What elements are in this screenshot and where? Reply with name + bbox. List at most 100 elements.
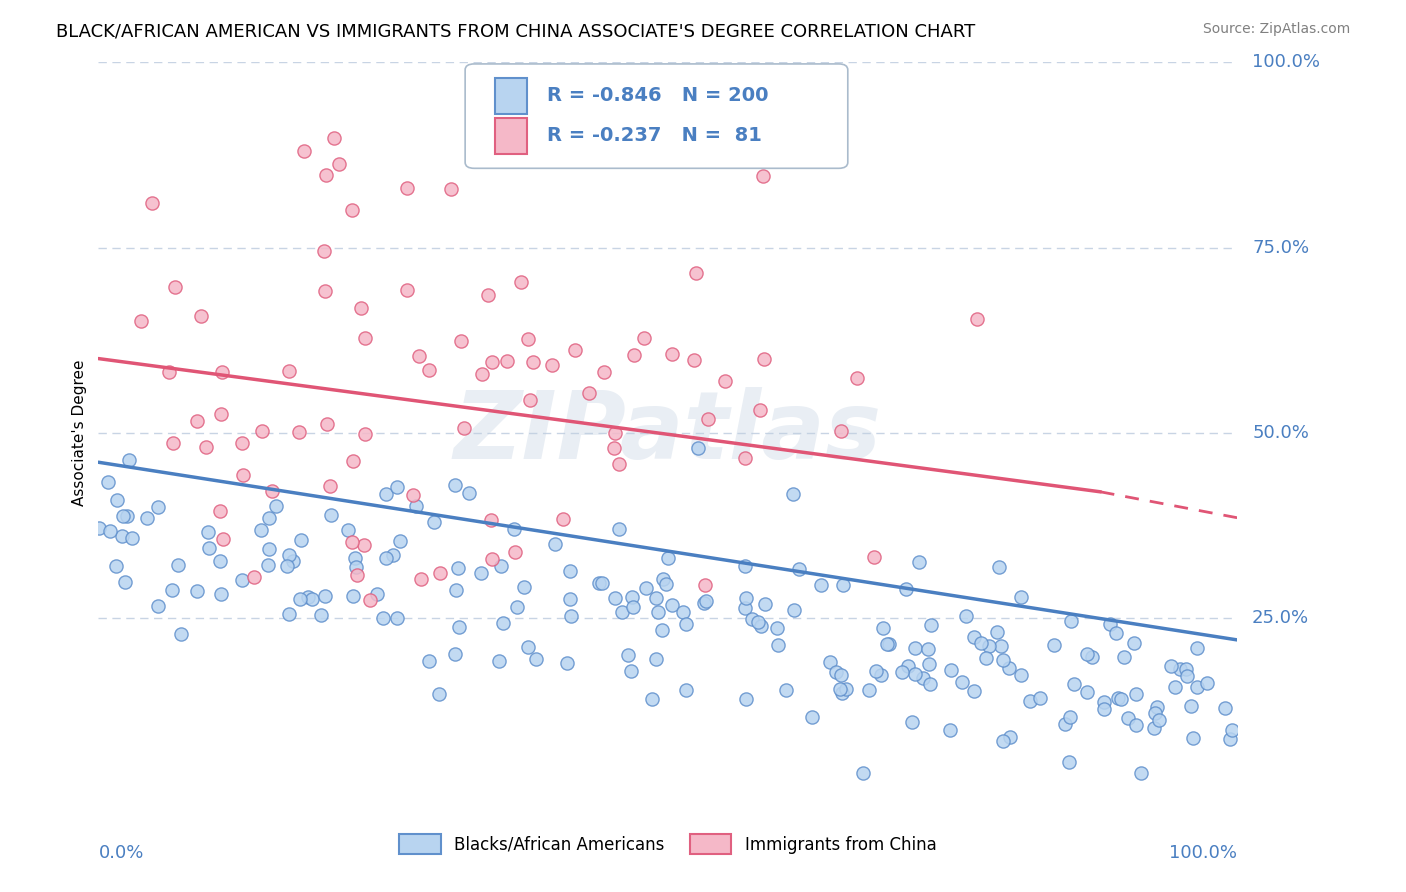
Point	[920, 618, 942, 632]
Point	[375, 487, 398, 501]
Point	[354, 330, 377, 344]
Point	[747, 615, 769, 629]
Point	[963, 683, 986, 698]
Point	[374, 551, 396, 566]
Point	[970, 636, 993, 650]
Point	[257, 558, 280, 573]
Point	[783, 603, 806, 617]
Point	[633, 331, 655, 345]
Text: R = -0.846   N = 200: R = -0.846 N = 200	[547, 87, 769, 105]
Point	[1195, 675, 1218, 690]
Point	[1010, 668, 1032, 682]
Point	[444, 582, 467, 597]
Point	[830, 667, 852, 681]
Point	[693, 578, 716, 592]
Point	[450, 334, 472, 348]
Point	[675, 617, 697, 632]
Point	[209, 587, 232, 601]
Point	[479, 513, 502, 527]
Point	[209, 407, 232, 421]
Point	[616, 648, 638, 662]
Point	[495, 353, 517, 368]
Point	[657, 551, 679, 566]
Point	[901, 714, 924, 729]
Point	[685, 266, 707, 280]
Point	[114, 574, 136, 589]
Point	[831, 686, 853, 700]
Point	[1185, 641, 1208, 656]
Point	[1125, 717, 1147, 731]
Point	[1174, 662, 1197, 676]
Point	[963, 630, 986, 644]
Point	[695, 594, 717, 608]
Point	[852, 766, 875, 780]
Point	[315, 417, 337, 432]
Point	[621, 599, 644, 614]
Text: 0.0%: 0.0%	[98, 844, 143, 862]
Point	[385, 611, 408, 625]
Point	[408, 349, 430, 363]
Point	[208, 504, 231, 518]
Point	[510, 275, 533, 289]
Point	[1129, 766, 1152, 780]
Point	[98, 524, 121, 538]
Point	[146, 500, 169, 514]
Point	[169, 627, 191, 641]
Point	[1112, 650, 1135, 665]
Point	[231, 436, 253, 450]
Point	[346, 568, 368, 582]
Point	[1104, 626, 1126, 640]
Point	[1122, 636, 1144, 650]
Point	[197, 525, 219, 540]
Point	[344, 550, 367, 565]
Point	[1219, 731, 1241, 746]
Point	[447, 560, 470, 574]
Point	[697, 412, 720, 426]
Point	[830, 424, 852, 438]
Point	[146, 599, 169, 614]
Point	[315, 168, 337, 182]
Point	[1164, 681, 1187, 695]
Point	[342, 589, 364, 603]
Point	[941, 663, 963, 677]
Point	[278, 607, 301, 622]
Point	[713, 375, 735, 389]
Point	[1144, 706, 1167, 720]
Y-axis label: Associate's Degree: Associate's Degree	[72, 359, 87, 506]
Point	[645, 591, 668, 606]
Point	[1060, 614, 1083, 628]
Point	[481, 551, 503, 566]
Point	[990, 640, 1012, 654]
Point	[966, 311, 988, 326]
Point	[290, 533, 312, 548]
Point	[492, 616, 515, 631]
Point	[87, 521, 110, 535]
Point	[645, 652, 668, 666]
Point	[395, 181, 418, 195]
Point	[440, 181, 463, 195]
Point	[112, 508, 135, 523]
Point	[1019, 693, 1042, 707]
Point	[301, 592, 323, 607]
Point	[1182, 731, 1205, 746]
Point	[955, 608, 977, 623]
Point	[908, 555, 931, 569]
Point	[259, 511, 281, 525]
Point	[555, 656, 578, 670]
Point	[782, 487, 804, 501]
Point	[477, 288, 499, 302]
Point	[471, 368, 494, 382]
Point	[828, 682, 851, 697]
Point	[190, 310, 212, 324]
Point	[328, 157, 350, 171]
Point	[998, 661, 1021, 675]
Point	[427, 687, 450, 701]
Point	[560, 608, 582, 623]
Point	[314, 284, 336, 298]
Text: R = -0.237   N =  81: R = -0.237 N = 81	[547, 127, 762, 145]
Point	[1160, 659, 1182, 673]
Point	[1010, 590, 1032, 604]
Point	[503, 545, 526, 559]
Point	[290, 592, 312, 607]
Text: 100.0%: 100.0%	[1253, 54, 1320, 71]
